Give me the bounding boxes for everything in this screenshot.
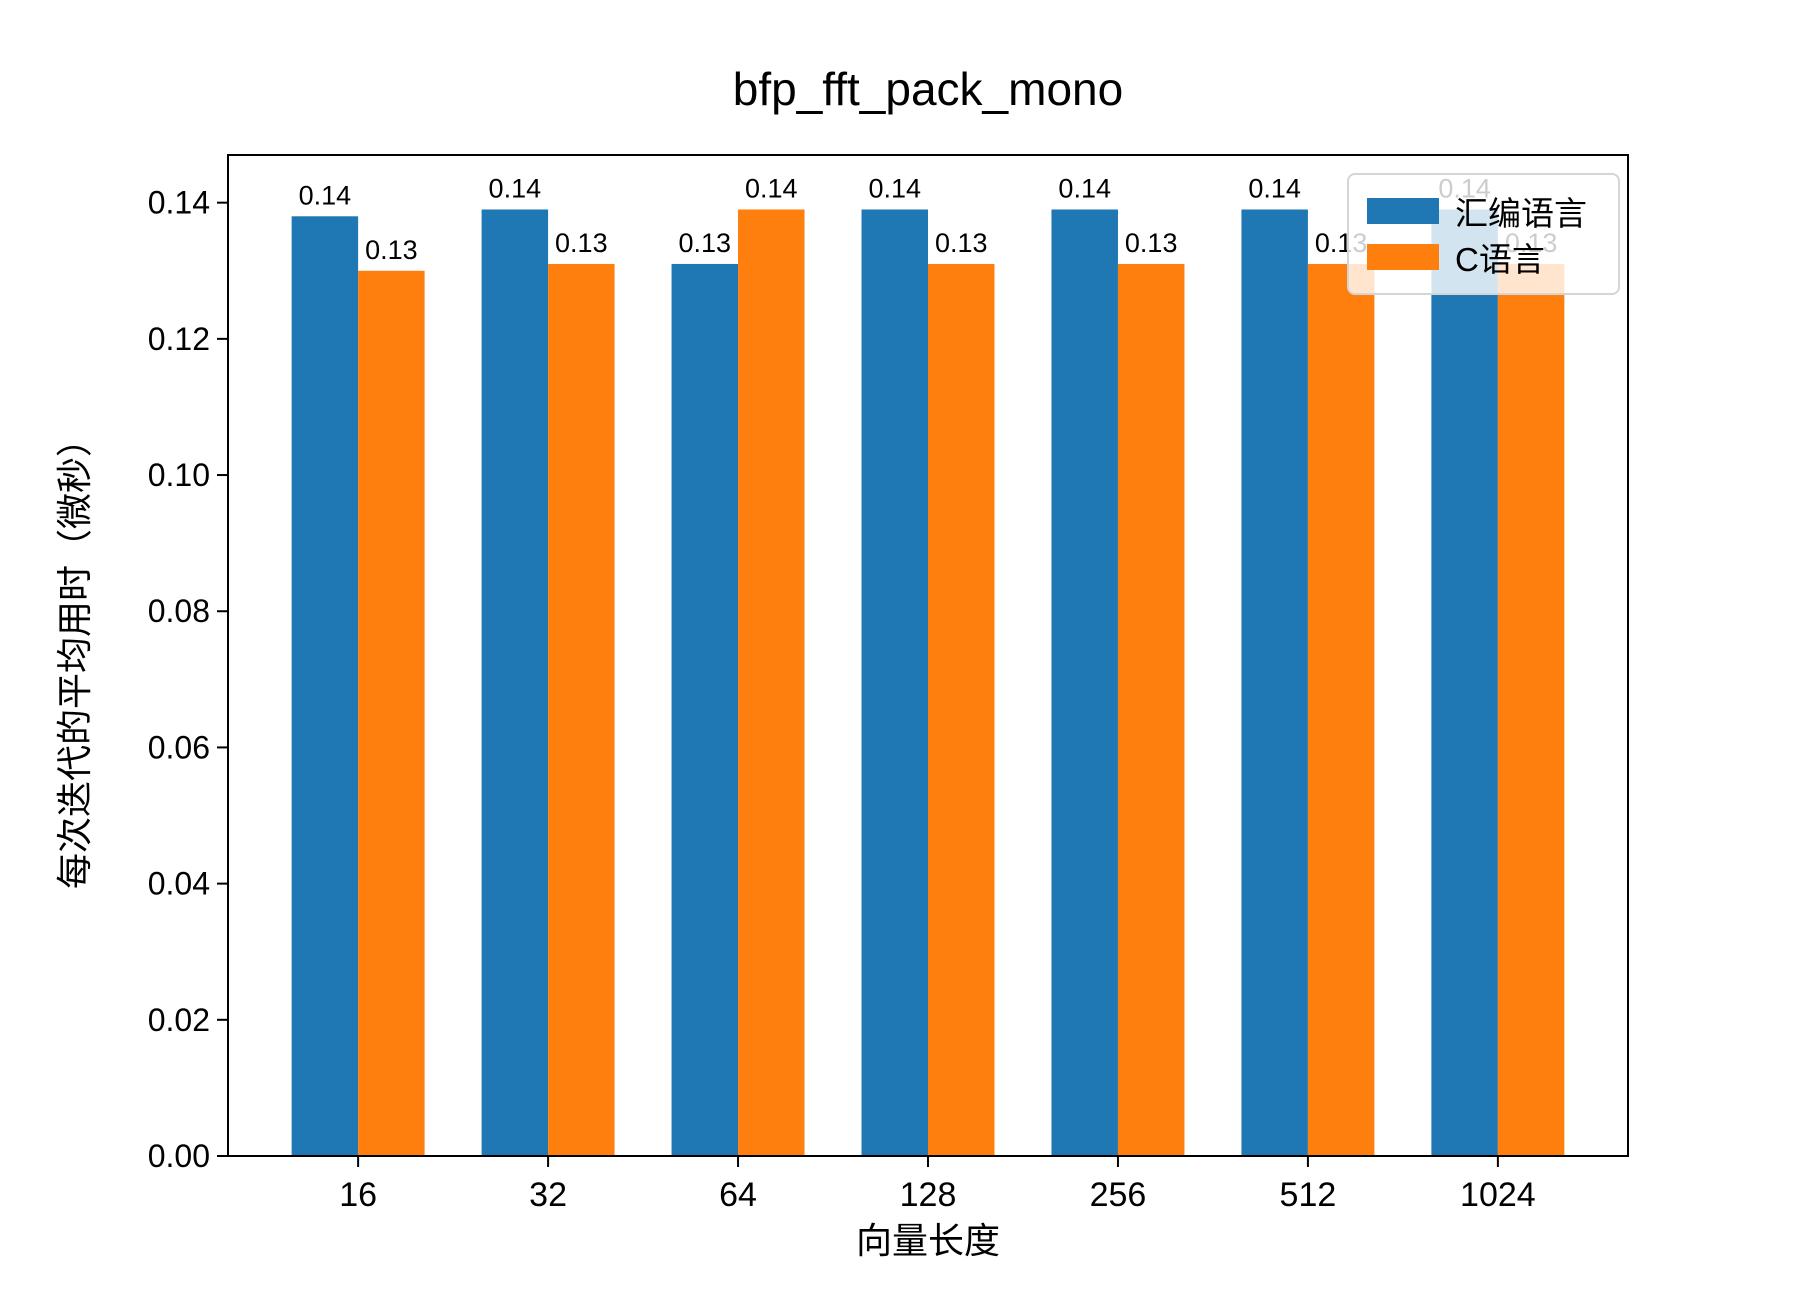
bar-c-language-32: [548, 263, 615, 1156]
bar-value-label: 0.14: [1058, 173, 1111, 203]
y-tick-label: 0.04: [148, 866, 210, 902]
y-tick-label: 0.08: [148, 593, 210, 629]
y-tick-label: 0.14: [148, 185, 210, 221]
bar-value-label: 0.14: [745, 173, 798, 203]
legend: 汇编语言 C语言: [1347, 173, 1620, 295]
bar-assembly-512: [1241, 209, 1308, 1156]
bar-value-label: 0.14: [299, 180, 352, 210]
bar-c-language-512: [1307, 263, 1375, 1156]
chart-title: bfp_fft_pack_mono: [732, 63, 1124, 115]
bar-assembly-16: [291, 216, 359, 1157]
bar-value-label: 0.13: [365, 235, 418, 265]
bar-c-language-128: [928, 263, 995, 1156]
bar-c-language-64: [738, 209, 805, 1156]
y-tick-label: 0.12: [148, 321, 210, 357]
x-axis-label: 向量长度: [855, 1220, 1000, 1261]
bar-value-label: 0.13: [1125, 228, 1178, 258]
legend-label-c-language: C语言: [1455, 241, 1545, 278]
bar-c-language-16: [358, 270, 425, 1156]
x-tick-label: 16: [339, 1176, 377, 1214]
legend-item-assembly: 汇编语言: [1367, 189, 1600, 233]
bar-c-language-1024: [1497, 263, 1565, 1156]
x-tick-label: 32: [529, 1176, 567, 1214]
bar-assembly-128: [861, 209, 928, 1156]
legend-label-assembly: 汇编语言: [1455, 195, 1587, 232]
x-tick-label: 1024: [1460, 1176, 1536, 1214]
y-tick-label: 0.10: [148, 457, 210, 493]
bar-value-label: 0.13: [679, 228, 732, 258]
legend-item-c-language: C语言: [1367, 235, 1600, 279]
bar-assembly-64: [671, 263, 739, 1156]
legend-swatch-c-language: [1367, 244, 1439, 270]
bar-assembly-256: [1051, 209, 1118, 1156]
x-tick-label: 512: [1280, 1176, 1337, 1214]
bar-value-label: 0.14: [1248, 173, 1301, 203]
y-tick-label: 0.02: [148, 1002, 210, 1038]
x-tick-label: 64: [719, 1176, 757, 1214]
x-tick-label: 128: [900, 1176, 957, 1214]
legend-swatch-assembly: [1367, 198, 1439, 224]
bar-assembly-32: [481, 209, 549, 1156]
y-tick-label: 0.00: [148, 1138, 210, 1174]
bar-c-language-256: [1117, 263, 1185, 1156]
bar-assembly-1024: [1431, 209, 1498, 1156]
bar-value-label: 0.14: [868, 173, 921, 203]
bar-value-label: 0.14: [489, 173, 542, 203]
x-tick-label: 256: [1090, 1176, 1147, 1214]
y-tick-label: 0.06: [148, 729, 210, 765]
bar-value-label: 0.13: [935, 228, 988, 258]
bar-value-label: 0.13: [555, 228, 608, 258]
